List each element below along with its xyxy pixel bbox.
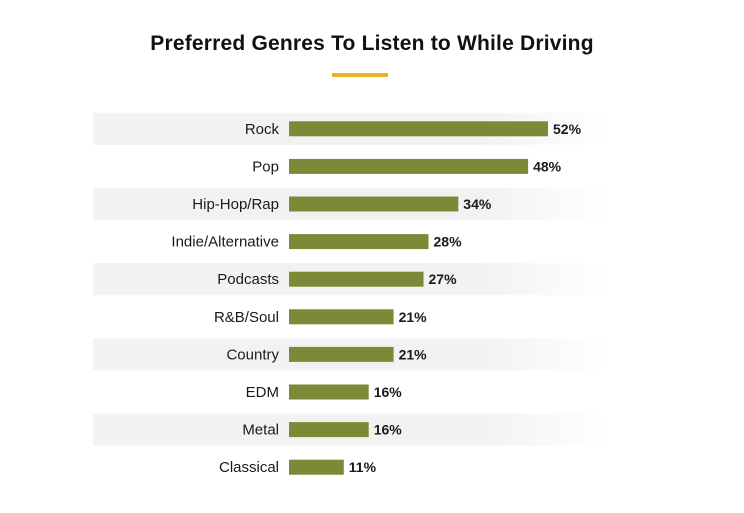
value-label: 21% [399,346,428,362]
value-label: 16% [374,384,403,400]
category-label: Podcasts [217,271,279,288]
category-label: EDM [246,384,279,401]
bar [289,309,394,325]
category-label: Pop [252,158,279,175]
bar [289,196,459,212]
category-label: Indie/Alternative [171,234,279,251]
bar [289,158,529,174]
bar [289,384,369,400]
bar [289,234,429,250]
category-label: R&B/Soul [214,309,279,326]
category-label: Rock [245,121,280,138]
value-label: 52% [553,121,582,137]
value-label: 28% [434,234,463,250]
value-label: 48% [533,158,562,174]
bar [289,346,394,362]
bar [289,271,424,287]
value-label: 21% [399,309,428,325]
value-label: 16% [374,422,403,438]
value-label: 11% [349,459,377,475]
category-label: Metal [242,422,279,439]
bar [289,459,344,475]
category-label: Classical [219,459,279,476]
bar [289,422,369,438]
title-underline-accent [332,73,388,77]
category-label: Hip-Hop/Rap [192,196,279,213]
bar [289,121,548,137]
value-labels: 52% 48% 34% 28% 27% 21% 21% 16% 16% 11% [349,121,582,475]
category-label: Country [226,346,279,363]
category-labels: Rock Pop Hip-Hop/Rap Indie/Alternative Podca… [171,121,279,476]
chart-title: Preferred Genres To Listen to While Driv… [150,32,594,55]
bars [289,121,548,475]
value-label: 34% [463,196,492,212]
value-label: 27% [429,271,458,287]
